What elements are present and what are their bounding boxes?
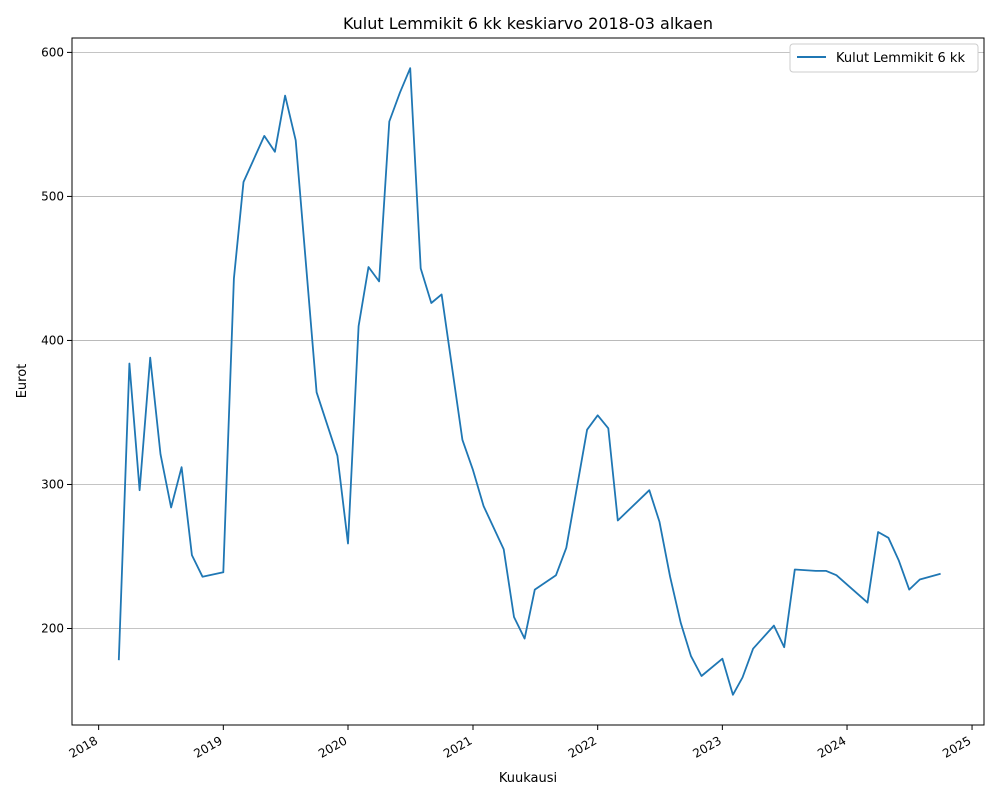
y-tick-label-400: 400 xyxy=(41,333,64,347)
x-tick-label-2022: 2022 xyxy=(566,733,599,760)
y-tick-label-200: 200 xyxy=(41,622,64,636)
y-tick-label-600: 600 xyxy=(41,45,64,59)
legend-frame xyxy=(789,43,979,73)
x-axis-ticks: 2018 2019 2020 2021 2022 2023 2024 2025 xyxy=(67,725,974,761)
y-axis-label: Eurot xyxy=(15,364,30,399)
x-tick-label-2025: 2025 xyxy=(940,733,973,760)
y-axis-ticks: 200 300 400 500 600 xyxy=(41,45,72,636)
gridlines xyxy=(72,52,984,629)
series-line-0 xyxy=(117,67,941,696)
x-tick-label-2021: 2021 xyxy=(441,733,474,760)
x-tick-label-2018: 2018 xyxy=(67,733,100,760)
x-tick-label-2019: 2019 xyxy=(191,733,224,760)
x-tick-label-2023: 2023 xyxy=(690,733,723,760)
plot-area-frame xyxy=(71,37,985,726)
y-tick-label-300: 300 xyxy=(41,477,64,491)
legend-entry-label: Kulut Lemmikit 6 kk xyxy=(836,51,965,66)
series-lines xyxy=(117,67,941,696)
chart-title: Kulut Lemmikit 6 kk keskiarvo 2018-03 al… xyxy=(343,14,713,33)
y-tick-label-500: 500 xyxy=(41,189,64,203)
x-tick-label-2020: 2020 xyxy=(316,733,349,760)
legend: Kulut Lemmikit 6 kk xyxy=(789,43,979,73)
x-tick-label-2024: 2024 xyxy=(815,733,848,760)
x-axis-label: Kuukausi xyxy=(499,771,557,786)
